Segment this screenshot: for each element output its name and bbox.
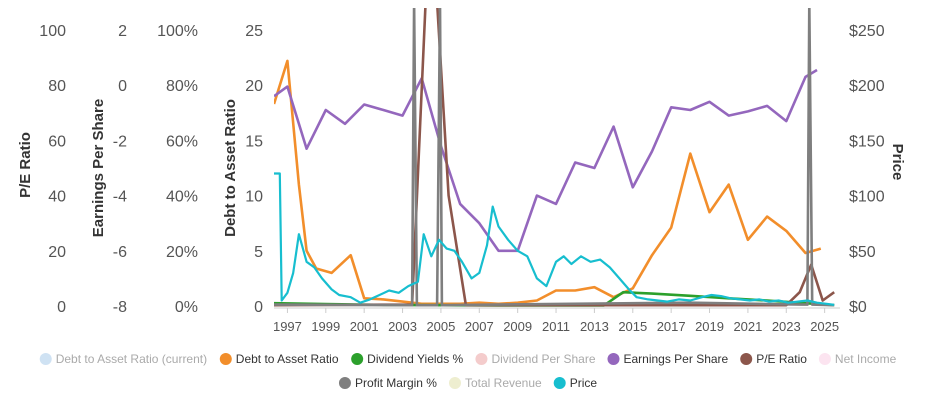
legend-swatch bbox=[351, 353, 364, 365]
price-axis-title: Price bbox=[889, 144, 906, 181]
x-tick-label: 2005 bbox=[426, 319, 455, 334]
eps-tick-label: -2 bbox=[113, 133, 127, 150]
legend-label: Debt to Asset Ratio bbox=[236, 352, 339, 366]
series-line-earnings-per-share bbox=[274, 68, 818, 253]
legend-label: P/E Ratio bbox=[756, 352, 807, 366]
legend-swatch bbox=[338, 377, 351, 389]
de-tick-label: 5 bbox=[254, 244, 263, 261]
de-tick-label: 20 bbox=[245, 78, 263, 95]
legend-item-debt-to-asset-ratio-current[interactable]: Debt to Asset Ratio (current) bbox=[39, 352, 207, 366]
legend-swatch bbox=[39, 353, 52, 365]
series-group bbox=[274, 8, 835, 307]
eps-tick-label: -6 bbox=[113, 244, 127, 261]
pe-axis-title: P/E Ratio bbox=[17, 132, 34, 198]
legend-item-profit-margin[interactable]: Profit Margin % bbox=[338, 376, 437, 390]
x-tick-label: 2017 bbox=[657, 319, 686, 334]
legend-item-dividend-per-share[interactable]: Dividend Per Share bbox=[475, 352, 596, 366]
de-tick-label: 0 bbox=[254, 299, 263, 316]
price-tick-label: $50 bbox=[849, 244, 876, 261]
de-tick-label: 15 bbox=[245, 133, 263, 150]
x-tick-label: 2013 bbox=[580, 319, 609, 334]
legend-swatch bbox=[818, 353, 831, 365]
x-tick-label: 2025 bbox=[810, 319, 839, 334]
x-tick-label: 2015 bbox=[618, 319, 647, 334]
price-tick-label: $100 bbox=[849, 189, 885, 206]
eps-tick-label: 2 bbox=[118, 23, 127, 40]
eps-tick-label: -8 bbox=[113, 299, 127, 316]
price-tick-label: $0 bbox=[849, 299, 867, 316]
pe-tick-label: 20 bbox=[48, 244, 66, 261]
legend-item-price[interactable]: Price bbox=[553, 376, 598, 390]
legend-label: Earnings Per Share bbox=[623, 352, 728, 366]
pct-tick-label: 20% bbox=[166, 244, 198, 261]
eps-axis-title: Earnings Per Share bbox=[90, 99, 107, 237]
series-line-debt-to-asset-ratio bbox=[274, 59, 822, 306]
x-tick-label: 1997 bbox=[273, 319, 302, 334]
de-tick-label: 25 bbox=[245, 23, 263, 40]
x-axis: 1997 1999 2001 2003 2005 2007 2009 2011 2013 2015… bbox=[273, 308, 839, 334]
x-tick-label: 2009 bbox=[503, 319, 532, 334]
legend-label: Net Income bbox=[835, 352, 897, 366]
legend-item-debt-to-asset-ratio[interactable]: Debt to Asset Ratio bbox=[219, 352, 339, 366]
series-line-price bbox=[274, 172, 835, 306]
legend-swatch bbox=[448, 377, 461, 389]
legend-swatch bbox=[553, 377, 566, 389]
pct-tick-label: 60% bbox=[166, 133, 198, 150]
pe-tick-label: 80 bbox=[48, 78, 66, 95]
price-tick-label: $250 bbox=[849, 23, 885, 40]
pct-tick-label: 0% bbox=[175, 299, 198, 316]
pct-tick-label: 100% bbox=[157, 23, 198, 40]
y-axes: 10080604020020-2-4-6-8100%80%60%40%20%0%… bbox=[39, 23, 884, 316]
legend-label: Dividend Per Share bbox=[491, 352, 595, 366]
x-tick-label: 2011 bbox=[542, 319, 570, 334]
legend-label: Dividend Yields % bbox=[367, 352, 463, 366]
x-tick-label: 2021 bbox=[733, 319, 762, 334]
series-line-profit-margin bbox=[274, 8, 835, 307]
x-tick-label: 2007 bbox=[465, 319, 494, 334]
legend: Debt to Asset Ratio (current) Debt to Ass… bbox=[39, 352, 897, 390]
legend-item-earnings-per-share[interactable]: Earnings Per Share bbox=[607, 352, 729, 366]
pe-tick-label: 0 bbox=[57, 299, 66, 316]
legend-item-net-income[interactable]: Net Income bbox=[818, 352, 897, 366]
pe-tick-label: 100 bbox=[39, 23, 66, 40]
series-line-p-e-ratio bbox=[274, 8, 835, 307]
pct-tick-label: 40% bbox=[166, 189, 198, 206]
price-tick-label: $150 bbox=[849, 133, 885, 150]
legend-item-total-revenue[interactable]: Total Revenue bbox=[448, 376, 542, 390]
legend-swatch bbox=[607, 353, 620, 365]
x-tick-label: 2001 bbox=[350, 319, 379, 334]
eps-tick-label: -4 bbox=[113, 189, 127, 206]
x-tick-label: 1999 bbox=[311, 319, 340, 334]
pct-tick-label: 80% bbox=[166, 78, 198, 95]
pe-tick-label: 40 bbox=[48, 189, 66, 206]
legend-label: Debt to Asset Ratio (current) bbox=[56, 352, 207, 366]
legend-swatch bbox=[475, 353, 488, 365]
legend-label: Profit Margin % bbox=[355, 376, 437, 390]
x-tick-label: 2019 bbox=[695, 319, 724, 334]
de-axis-title: Debt to Asset Ratio bbox=[222, 99, 239, 237]
de-tick-label: 10 bbox=[245, 189, 263, 206]
legend-label: Total Revenue bbox=[465, 376, 542, 390]
legend-item-p-e-ratio[interactable]: P/E Ratio bbox=[740, 352, 807, 366]
legend-item-dividend-yields[interactable]: Dividend Yields % bbox=[351, 352, 464, 366]
legend-label: Price bbox=[570, 376, 598, 390]
legend-swatch bbox=[740, 353, 753, 365]
legend-swatch bbox=[219, 353, 232, 365]
price-tick-label: $200 bbox=[849, 78, 885, 95]
x-tick-label: 2023 bbox=[772, 319, 801, 334]
x-tick-label: 2003 bbox=[388, 319, 417, 334]
eps-tick-label: 0 bbox=[118, 78, 127, 95]
pe-tick-label: 60 bbox=[48, 133, 66, 150]
